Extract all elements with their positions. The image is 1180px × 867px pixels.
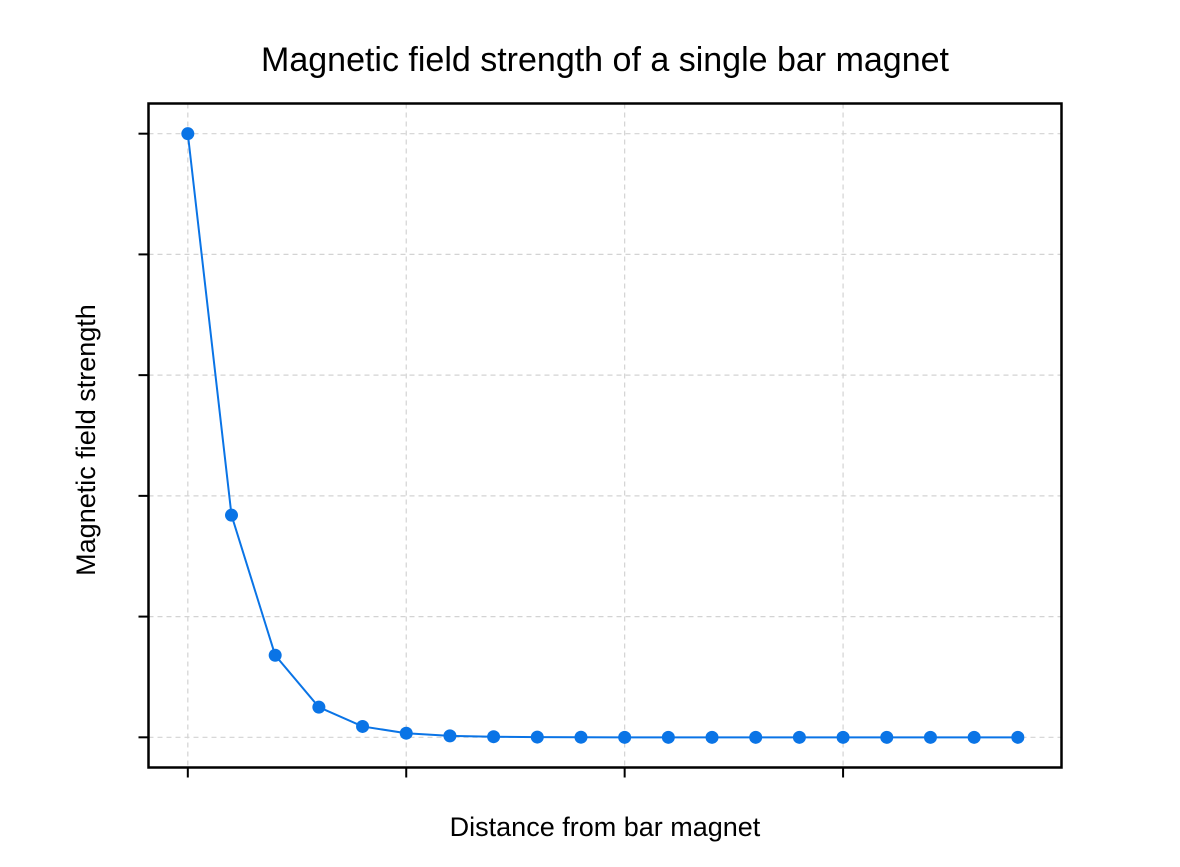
x-axis-label: Distance from bar magnet [450, 812, 761, 842]
data-point [836, 730, 850, 744]
data-point [181, 127, 195, 141]
data-point [880, 730, 894, 744]
chart-title: Magnetic field strength of a single bar … [261, 41, 950, 79]
data-point [661, 730, 675, 744]
data-point [574, 730, 588, 744]
plot-frame [147, 102, 1063, 769]
data-point [618, 730, 632, 744]
data-point [792, 730, 806, 744]
data-point [356, 719, 370, 733]
data-point [1011, 730, 1025, 744]
data-point [967, 730, 981, 744]
data-point [312, 700, 326, 714]
data-point [443, 729, 457, 743]
data-point [705, 730, 719, 744]
grid [148, 103, 1062, 768]
data-point [749, 730, 763, 744]
axis-ticks [138, 132, 845, 778]
data-point [487, 730, 501, 744]
data-point [530, 730, 544, 744]
data-point [268, 648, 282, 662]
data-point [923, 730, 937, 744]
series-line [186, 133, 1018, 739]
data-point [225, 508, 238, 522]
series-layer [181, 127, 1025, 744]
data-point [399, 726, 413, 740]
y-axis-label: Magnetic field strength [71, 304, 101, 576]
